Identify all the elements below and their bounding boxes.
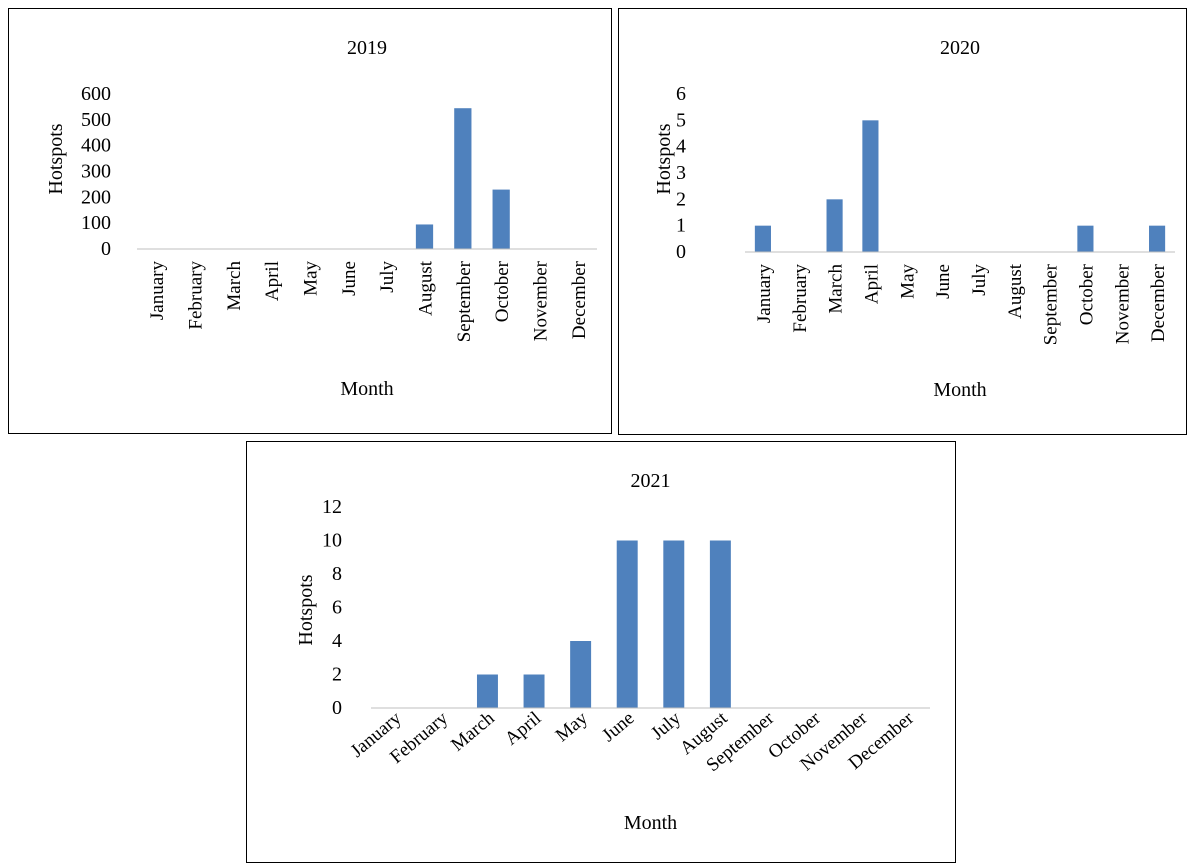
x-tick-label-july: July: [969, 264, 990, 296]
x-tick-label-february: February: [790, 264, 811, 333]
x-tick-label-january: January: [147, 261, 168, 321]
x-tick-label-january: January: [754, 264, 775, 324]
y-tick-label: 6: [676, 83, 686, 105]
y-tick-label: 4: [676, 136, 686, 158]
y-tick-label: 10: [322, 530, 342, 552]
chart-2020-panel: 2020 Hotspots Month 0 1 2 3 4 5 6 January February M…: [618, 8, 1187, 435]
x-tick-label-september: September: [1041, 263, 1062, 345]
x-tick-label-december: December: [569, 260, 590, 339]
y-tick-label: 500: [81, 109, 111, 131]
x-tick-label-april: April: [501, 708, 545, 750]
bar-september: [454, 108, 472, 249]
y-tick-label: 0: [101, 238, 111, 260]
x-tick-label-june: June: [339, 261, 360, 296]
bar-march: [826, 199, 843, 252]
x-axis-label: Month: [624, 812, 677, 834]
chart-2019: 2019 Hotspots Month 0 100 200 300 400 500 600 Janu…: [45, 37, 597, 400]
x-tick-label-august: August: [416, 260, 437, 316]
bar-january: [754, 225, 771, 252]
y-tick-label: 8: [332, 563, 342, 585]
x-tick-label-october: October: [1076, 263, 1097, 325]
chart-2021: 2021HotspotsMonth024681012JanuaryFebruar…: [295, 470, 930, 834]
y-tick-label: 0: [676, 241, 686, 263]
bar-june: [616, 540, 638, 708]
y-tick-label: 2: [332, 664, 342, 686]
x-tick-label-march: March: [447, 707, 499, 755]
y-axis-label: Hotspots: [653, 123, 675, 194]
x-tick-label-april: April: [262, 261, 283, 301]
y-tick-label: 2: [676, 188, 686, 210]
x-tick-label-february: February: [186, 261, 207, 330]
bar-august: [709, 540, 731, 708]
x-tick-label-april: April: [861, 264, 882, 304]
bar-december: [1149, 225, 1166, 252]
y-axis-label: Hotspots: [295, 574, 317, 645]
y-tick-label: 0: [332, 697, 342, 719]
x-tick-label-june: June: [598, 708, 638, 746]
chart-2019-panel: 2019 Hotspots Month 0 100 200 300 400 500 600 Janu…: [8, 8, 612, 434]
y-tick-label: 600: [81, 83, 111, 105]
y-tick-label: 6: [332, 597, 342, 619]
y-tick-label: 400: [81, 135, 111, 157]
y-tick-label: 12: [322, 496, 342, 518]
y-tick-label: 300: [81, 161, 111, 183]
bar-august: [415, 224, 434, 249]
y-tick-label: 100: [81, 212, 111, 234]
y-axis-label: Hotspots: [45, 123, 67, 194]
x-tick-label-march: March: [224, 261, 245, 311]
x-tick-label-may: May: [552, 707, 593, 746]
x-tick-label-june: June: [933, 264, 954, 299]
x-tick-label-november: November: [1112, 263, 1133, 344]
x-axis-label: Month: [340, 378, 393, 400]
x-tick-label-september: September: [454, 260, 475, 342]
chart-title: 2019: [347, 37, 387, 59]
chart-title: 2021: [631, 470, 671, 492]
bar-march: [476, 674, 498, 708]
y-tick-label: 200: [81, 186, 111, 208]
x-tick-label-july: July: [647, 707, 685, 744]
x-tick-label-december: December: [1148, 263, 1169, 342]
x-axis-label: Month: [933, 379, 986, 401]
bar-may: [570, 641, 592, 708]
y-tick-label: 5: [676, 109, 686, 131]
bar-july: [663, 540, 685, 708]
bar-april: [862, 120, 879, 252]
y-tick-label: 3: [676, 162, 686, 184]
chart-2021-panel: 2021 Hotspots Month 0 2 4 6 8 10 12 January Februar…: [246, 441, 956, 863]
y-tick-label: 4: [332, 630, 342, 652]
chart-2020: 2020 Hotspots Month 0 1 2 3 4 5 6 January February M…: [653, 37, 1175, 401]
bar-october: [492, 189, 510, 249]
x-tick-label-may: May: [301, 261, 322, 296]
x-tick-label-march: March: [826, 264, 847, 314]
x-tick-label-august: August: [1005, 263, 1026, 319]
bar-april: [523, 674, 545, 708]
x-tick-label-may: May: [897, 264, 918, 299]
x-tick-label-october: October: [492, 260, 513, 322]
bar-october: [1077, 225, 1094, 252]
x-tick-label-july: July: [377, 261, 398, 293]
x-tick-label-november: November: [531, 260, 552, 341]
chart-title: 2020: [940, 37, 980, 59]
y-tick-label: 1: [676, 215, 686, 237]
